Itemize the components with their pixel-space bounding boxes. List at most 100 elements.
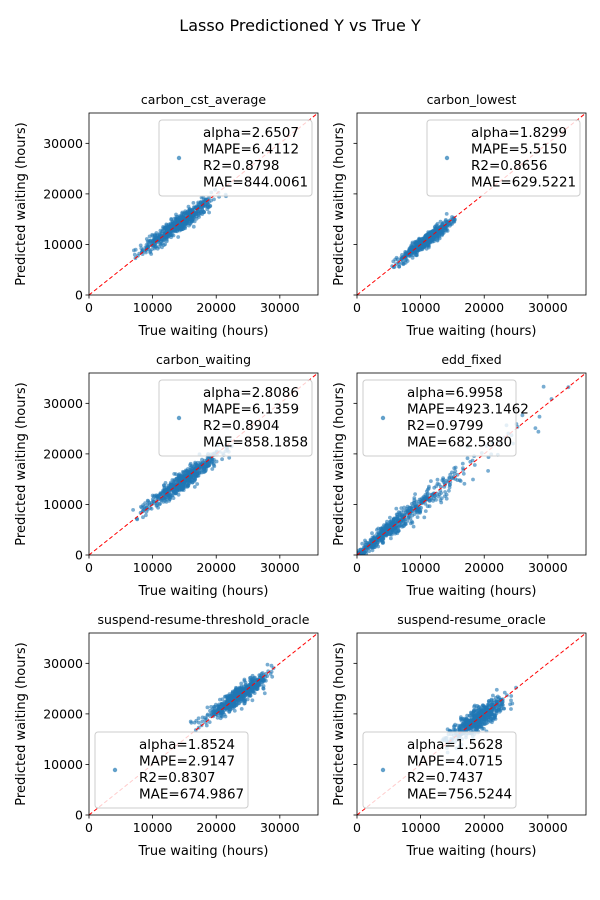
- data-point: [509, 707, 513, 711]
- data-point: [200, 719, 205, 724]
- data-point: [450, 222, 454, 226]
- data-point: [415, 515, 420, 519]
- x-tick-label: 10000: [133, 300, 173, 315]
- legend-marker: [380, 415, 386, 421]
- data-point: [139, 504, 143, 509]
- y-axis-label: Predicted waiting (hours): [332, 122, 347, 285]
- data-point: [247, 693, 252, 698]
- data-point: [536, 429, 541, 434]
- data-point: [469, 711, 474, 716]
- subplot-suspend-resume-threshold_oracle: suspend-resume-threshold_oracle 0 10000 200…: [14, 612, 319, 859]
- data-point: [196, 211, 200, 216]
- data-point: [165, 235, 169, 240]
- data-point: [388, 515, 392, 520]
- data-point: [147, 502, 152, 507]
- data-point: [388, 523, 392, 528]
- y-tick-label: 30000: [43, 396, 83, 411]
- data-point: [248, 676, 252, 680]
- data-point: [269, 669, 274, 674]
- data-point: [422, 515, 427, 520]
- data-point: [157, 502, 162, 507]
- data-point: [400, 258, 405, 263]
- data-point: [150, 247, 154, 252]
- data-point: [132, 252, 137, 257]
- data-point: [179, 227, 184, 231]
- data-point: [481, 707, 486, 712]
- x-tick-label: 10000: [401, 560, 441, 575]
- data-point: [402, 505, 406, 510]
- subplot-carbon_cst_average: carbon_cst_average 0 10000 20000 30000 0 10000…: [14, 92, 319, 339]
- data-point: [170, 483, 175, 488]
- data-point: [170, 220, 175, 224]
- data-point: [486, 720, 490, 724]
- x-tick-label: 20000: [464, 560, 504, 575]
- legend: alpha=6.9958MAPE=4923.1462R2=0.9799MAE=6…: [362, 379, 529, 457]
- data-point: [465, 456, 470, 461]
- data-point: [261, 686, 266, 691]
- x-tick-label: 30000: [528, 820, 568, 835]
- data-point: [434, 484, 439, 489]
- data-point: [234, 703, 239, 708]
- data-point: [176, 492, 181, 497]
- legend-entry: R2=0.8307: [139, 770, 216, 786]
- data-point: [443, 494, 447, 498]
- data-point: [459, 717, 464, 721]
- data-point: [265, 662, 270, 667]
- data-point: [205, 705, 210, 710]
- data-point: [435, 229, 440, 234]
- data-point: [242, 701, 247, 706]
- data-point: [359, 553, 364, 555]
- data-point: [173, 229, 178, 234]
- subplot-edd_fixed: edd_fixed 0 10000 20000 30000 True waiting (h…: [332, 352, 587, 599]
- data-point: [147, 234, 152, 239]
- data-point: [396, 510, 401, 515]
- data-point: [218, 697, 222, 702]
- data-point: [417, 237, 422, 242]
- data-point: [472, 463, 477, 467]
- subplot-title: carbon_cst_average: [141, 92, 266, 107]
- data-point: [429, 238, 434, 243]
- x-tick-label: 10000: [133, 560, 173, 575]
- subplot-title: edd_fixed: [441, 352, 501, 367]
- legend-box: [426, 119, 581, 197]
- data-point: [164, 497, 169, 502]
- data-point: [409, 505, 413, 510]
- data-point: [489, 702, 494, 707]
- data-point: [188, 469, 193, 474]
- x-tick-label: 30000: [260, 560, 300, 575]
- data-point: [443, 490, 447, 494]
- data-point: [413, 492, 417, 496]
- data-point: [444, 220, 449, 224]
- data-point: [379, 537, 383, 541]
- data-point: [214, 702, 218, 707]
- data-point: [167, 497, 172, 502]
- data-point: [437, 236, 442, 241]
- data-point: [426, 233, 431, 237]
- data-point: [461, 466, 465, 470]
- legend: alpha=1.5628MAPE=4.0715R2=0.7437MAE=756.…: [362, 731, 517, 809]
- x-tick-label: 0: [353, 820, 361, 835]
- data-point: [491, 693, 495, 698]
- legend-entry: alpha=2.6507: [203, 125, 299, 141]
- data-point: [509, 694, 514, 698]
- legend-marker: [444, 155, 450, 161]
- data-point: [444, 212, 449, 216]
- x-axis-label: True waiting (hours): [406, 324, 537, 339]
- legend-entry: alpha=1.8524: [139, 737, 235, 753]
- data-point: [427, 498, 432, 503]
- data-point: [209, 712, 214, 717]
- data-point: [144, 237, 149, 241]
- data-point: [480, 704, 485, 708]
- data-point: [480, 726, 485, 731]
- legend-entry: MAPE=4.0715: [407, 754, 503, 770]
- data-point: [397, 264, 401, 269]
- y-tick-label: 10000: [43, 497, 83, 512]
- data-point: [460, 724, 465, 729]
- data-point: [439, 500, 444, 505]
- data-point: [444, 228, 449, 233]
- data-point: [191, 201, 196, 205]
- data-point: [201, 210, 206, 215]
- data-point: [250, 673, 255, 678]
- legend-entry: MAE=682.5880: [407, 435, 512, 451]
